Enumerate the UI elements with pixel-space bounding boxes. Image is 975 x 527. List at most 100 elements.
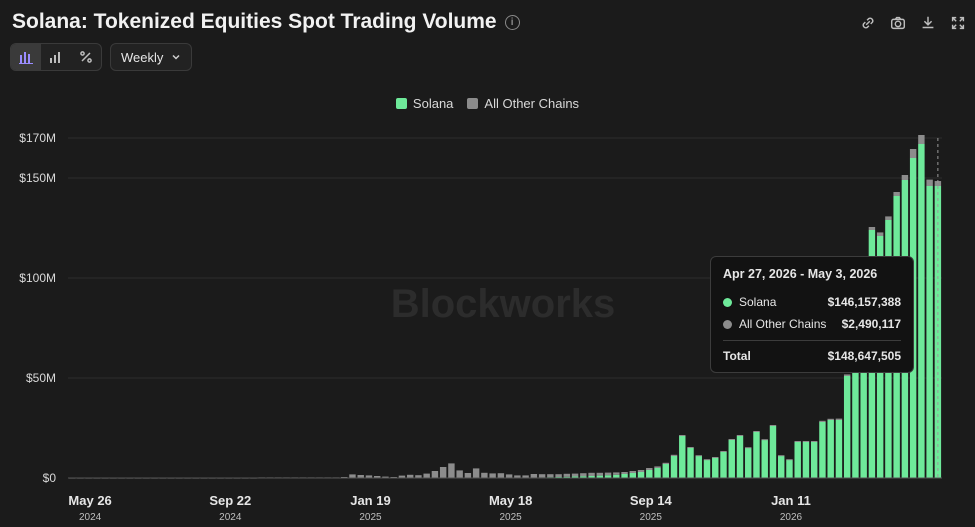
bar-other-chains[interactable] — [934, 181, 942, 186]
bar-solana[interactable] — [604, 475, 612, 478]
bar-solana[interactable] — [571, 476, 579, 478]
bar-other-chains[interactable] — [778, 455, 785, 457]
bar-other-chains[interactable] — [736, 435, 744, 436]
bar-other-chains[interactable] — [365, 475, 373, 478]
bar-solana[interactable] — [588, 476, 595, 478]
bar-other-chains[interactable] — [456, 470, 463, 478]
bar-other-chains[interactable] — [926, 179, 933, 186]
bar-other-chains[interactable] — [712, 457, 719, 458]
bar-other-chains[interactable] — [431, 471, 439, 478]
bar-other-chains[interactable] — [918, 135, 925, 144]
bar-other-chains[interactable] — [637, 470, 645, 472]
bar-solana[interactable] — [596, 475, 604, 478]
bar-other-chains[interactable] — [448, 463, 455, 478]
bar-solana[interactable] — [794, 442, 801, 478]
bar-other-chains[interactable] — [571, 473, 579, 477]
bar-other-chains[interactable] — [901, 175, 909, 180]
bar-solana[interactable] — [753, 432, 760, 478]
bar-solana[interactable] — [852, 352, 859, 478]
bar-other-chains[interactable] — [662, 462, 669, 464]
bar-solana[interactable] — [637, 472, 645, 478]
bar-solana[interactable] — [703, 460, 711, 478]
bar-solana[interactable] — [712, 458, 719, 478]
bar-other-chains[interactable] — [522, 475, 529, 478]
bar-solana[interactable] — [695, 456, 702, 478]
bar-other-chains[interactable] — [604, 472, 612, 476]
bar-other-chains[interactable] — [868, 227, 876, 230]
bar-other-chains[interactable] — [654, 466, 661, 468]
bar-other-chains[interactable] — [827, 418, 834, 420]
bar-solana[interactable] — [646, 470, 653, 478]
bar-other-chains[interactable] — [703, 459, 711, 461]
bar-other-chains[interactable] — [357, 475, 364, 478]
bar-solana[interactable] — [728, 440, 735, 478]
bar-other-chains[interactable] — [530, 474, 538, 478]
bar-solana[interactable] — [621, 474, 628, 478]
bar-solana[interactable] — [860, 310, 867, 478]
bar-other-chains[interactable] — [876, 232, 884, 236]
bar-other-chains[interactable] — [769, 425, 777, 426]
bar-other-chains[interactable] — [810, 441, 818, 442]
bar-solana[interactable] — [802, 442, 810, 478]
bar-solana[interactable] — [843, 376, 851, 478]
bar-solana[interactable] — [670, 456, 678, 478]
legend-item-solana[interactable]: Solana — [395, 96, 453, 111]
bar-solana[interactable] — [835, 420, 843, 478]
bar-other-chains[interactable] — [629, 471, 637, 473]
bar-other-chains[interactable] — [646, 468, 653, 470]
bar-other-chains[interactable] — [472, 468, 480, 478]
legend-item-other-chains[interactable]: All Other Chains — [467, 96, 579, 111]
bar-other-chains[interactable] — [909, 149, 917, 158]
bar-other-chains[interactable] — [679, 435, 686, 436]
bar-solana[interactable] — [827, 420, 834, 478]
bar-solana[interactable] — [679, 436, 686, 478]
bar-other-chains[interactable] — [794, 441, 801, 442]
bar-other-chains[interactable] — [423, 473, 430, 478]
bar-other-chains[interactable] — [439, 467, 447, 478]
bar-solana[interactable] — [745, 448, 752, 478]
bar-other-chains[interactable] — [621, 472, 628, 474]
bar-other-chains[interactable] — [687, 447, 694, 448]
bar-other-chains[interactable] — [819, 420, 826, 422]
bar-solana[interactable] — [810, 442, 818, 478]
bar-other-chains[interactable] — [745, 447, 752, 449]
bar-other-chains[interactable] — [481, 472, 488, 478]
bar-other-chains[interactable] — [728, 439, 735, 440]
stacked-bar-mode-button[interactable] — [41, 44, 71, 70]
bar-solana[interactable] — [563, 476, 571, 478]
bar-other-chains[interactable] — [547, 474, 554, 478]
bar-solana[interactable] — [786, 460, 793, 478]
bar-other-chains[interactable] — [786, 459, 793, 461]
bar-other-chains[interactable] — [720, 451, 727, 452]
bar-other-chains[interactable] — [497, 473, 505, 478]
bar-solana[interactable] — [629, 473, 637, 478]
interval-select[interactable]: Weekly — [110, 43, 193, 71]
bar-other-chains[interactable] — [670, 454, 678, 456]
bar-other-chains[interactable] — [885, 216, 892, 220]
bar-solana[interactable] — [720, 452, 727, 478]
expand-icon[interactable] — [949, 14, 967, 32]
bar-solana[interactable] — [736, 436, 744, 478]
bar-solana[interactable] — [769, 426, 777, 478]
bar-other-chains[interactable] — [398, 475, 406, 478]
bar-other-chains[interactable] — [596, 472, 604, 476]
bar-other-chains[interactable] — [843, 374, 851, 376]
bar-other-chains[interactable] — [538, 474, 546, 478]
bar-other-chains[interactable] — [373, 476, 381, 478]
bar-other-chains[interactable] — [464, 473, 472, 478]
bar-other-chains[interactable] — [695, 455, 702, 457]
bar-other-chains[interactable] — [802, 441, 810, 442]
bar-other-chains[interactable] — [753, 431, 760, 432]
bar-solana[interactable] — [687, 448, 694, 478]
bar-other-chains[interactable] — [406, 474, 414, 478]
camera-icon[interactable] — [889, 14, 907, 32]
percent-mode-button[interactable] — [71, 44, 101, 70]
bar-other-chains[interactable] — [514, 475, 521, 478]
link-icon[interactable] — [859, 14, 877, 32]
bar-other-chains[interactable] — [563, 473, 571, 477]
bar-solana[interactable] — [819, 422, 826, 478]
bar-other-chains[interactable] — [893, 192, 900, 196]
bar-other-chains[interactable] — [349, 474, 356, 478]
download-icon[interactable] — [919, 14, 937, 32]
bar-other-chains[interactable] — [761, 439, 768, 441]
